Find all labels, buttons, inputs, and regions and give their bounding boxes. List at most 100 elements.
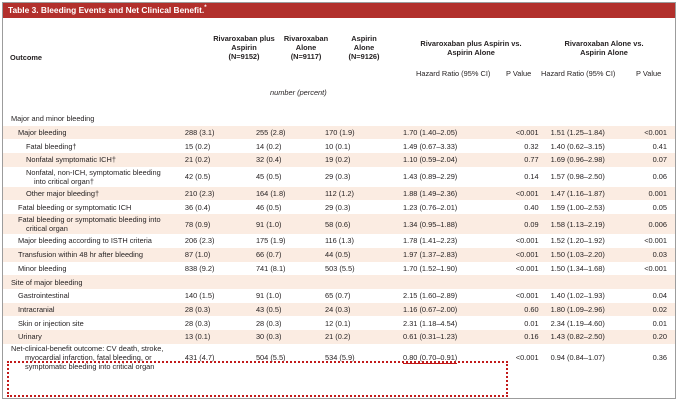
table-title: Table 3. Bleeding Events and Net Clinica…: [3, 3, 675, 18]
outcome-cell: Skin or injection site: [3, 316, 173, 330]
count-riva-aspirin-cell: 13 (0.1): [172, 329, 246, 344]
count-aspirin-alone: 503 (5.5): [324, 263, 355, 273]
outcome-cell: Fatal bleeding or symptomatic bleeding i…: [3, 214, 173, 235]
p-value-riva-aspirin: 0.14: [524, 172, 539, 182]
count-riva-alone-cell: 30 (0.3): [245, 329, 317, 344]
hazard-ratio-riva-alone-cell: [538, 275, 639, 289]
outcome-label: Fatal bleeding or symptomatic ICH: [18, 202, 132, 212]
units-label: number (percent): [270, 88, 327, 97]
hazard-ratio-riva-alone-cell: [539, 112, 639, 126]
p-value-riva-aspirin-cell: 0.60: [504, 302, 539, 317]
outcome-cell: Nonfatal, non-ICH, symptomatic bleeding i…: [3, 167, 173, 187]
p-value-riva-alone-cell: 0.001: [638, 186, 675, 201]
count-aspirin-alone: 24 (0.3): [324, 304, 351, 314]
count-aspirin-alone: 29 (0.3): [324, 172, 351, 182]
hazard-ratio-riva-aspirin-cell: 1.23 (0.76–2.01): [383, 200, 505, 214]
header-col2-line2: Alone: [295, 43, 317, 53]
hazard-ratio-riva-alone: 1.69 (0.96–2.98): [550, 155, 605, 165]
count-aspirin-alone-cell: 112 (1.2): [316, 186, 384, 201]
p-value-riva-aspirin-cell: 0.16: [504, 329, 539, 344]
p-value-riva-alone-cell: <0.001: [639, 262, 675, 276]
count-riva-alone: 175 (1.9): [255, 236, 286, 246]
hazard-ratio-riva-alone-cell: 0.94 (0.84–1.07): [539, 344, 639, 371]
hazard-ratio-riva-aspirin: 0.61 (0.31–1.23): [403, 332, 458, 342]
header-col1-line3: (N=9152): [228, 52, 260, 62]
header-col2-line1: Rivaroxaban: [283, 34, 329, 43]
count-riva-aspirin: 42 (0.5): [184, 172, 211, 182]
count-riva-alone-cell: [246, 112, 317, 126]
outcome-cell: Intracranial: [3, 302, 173, 317]
count-aspirin-alone-cell: [316, 275, 384, 289]
p-value-riva-alone-cell: 0.06: [639, 167, 675, 187]
count-riva-aspirin-cell: 36 (0.4): [173, 200, 246, 214]
p-value-riva-aspirin: <0.001: [515, 250, 539, 260]
p-value-riva-aspirin: 0.40: [524, 202, 539, 212]
table-row: Fatal bleeding† 15 (0.2) 14 (0.2) 10 (0.1) 1…: [3, 139, 675, 153]
p-value-riva-alone-cell: 0.20: [638, 329, 675, 344]
outcome-cell: Nonfatal symptomatic ICH†: [3, 153, 173, 167]
p-value-riva-aspirin-cell: [505, 112, 539, 126]
count-riva-alone: 255 (2.8): [255, 128, 286, 138]
count-riva-alone-cell: 741 (8.1): [246, 262, 317, 276]
p-value-riva-aspirin-cell: 0.40: [505, 200, 539, 214]
count-riva-aspirin-cell: 28 (0.3): [172, 302, 246, 317]
count-riva-alone: 30 (0.3): [255, 332, 282, 342]
count-aspirin-alone-cell: 116 (1.3): [317, 234, 383, 248]
outcome-label: myocardial infarction, fatal bleeding, o…: [25, 352, 152, 362]
hazard-ratio-riva-alone: 1.52 (1.20–1.92): [550, 236, 605, 246]
header-group2-line2: Aspirin Alone: [580, 48, 628, 58]
header-col1-line1: Rivaroxaban plus: [213, 34, 275, 43]
count-aspirin-alone-cell: 170 (1.9): [316, 125, 384, 140]
count-aspirin-alone-cell: 58 (0.6): [316, 214, 384, 235]
outcome-cell: Other major bleeding†: [3, 186, 173, 201]
hazard-ratio-riva-aspirin-cell: 1.43 (0.89–2.29): [383, 167, 505, 187]
p-value-riva-aspirin-cell: <0.001: [504, 186, 539, 201]
hazard-ratio-riva-alone-cell: 1.80 (1.09–2.96): [538, 302, 639, 317]
count-riva-alone: 741 (8.1): [255, 263, 286, 273]
hazard-ratio-riva-alone: 1.40 (0.62–3.15): [550, 141, 605, 151]
outcome-label: Major bleeding: [18, 128, 67, 138]
table-row: Major bleeding according to ISTH criteri…: [3, 234, 675, 248]
count-aspirin-alone: 58 (0.6): [324, 219, 351, 229]
count-riva-aspirin-cell: 21 (0.2): [172, 153, 246, 167]
count-aspirin-alone-cell: 29 (0.3): [317, 167, 383, 187]
p-value-riva-aspirin: 0.32: [524, 141, 539, 151]
table-row: Transfusion within 48 hr after bleeding 8…: [3, 247, 675, 262]
table-row: Fatal bleeding or symptomatic ICH 36 (0.4…: [3, 200, 675, 214]
hazard-ratio-riva-alone: 1.40 (1.02–1.93): [550, 291, 605, 301]
table-row: Major bleeding 288 (3.1) 255 (2.8) 170 (1.9…: [3, 125, 675, 140]
p-value-riva-alone: 0.006: [648, 219, 668, 229]
hazard-ratio-riva-alone-cell: 1.57 (0.98–2.50): [539, 167, 639, 187]
count-riva-aspirin: 36 (0.4): [184, 202, 211, 212]
p-value-riva-aspirin: 0.09: [524, 219, 539, 229]
count-riva-aspirin-cell: 206 (2.3): [173, 234, 246, 248]
count-riva-aspirin-cell: 78 (0.9): [172, 214, 246, 235]
header-group-riva-alone-vs-aspirin: Rivaroxaban Alone vs. Aspirin Alone: [540, 39, 668, 57]
p-value-riva-alone-cell: [639, 112, 675, 126]
outcome-label: Intracranial: [18, 304, 55, 314]
count-aspirin-alone: 116 (1.3): [324, 236, 355, 246]
p-value-riva-aspirin: 0.60: [524, 304, 539, 314]
count-aspirin-alone-cell: 24 (0.3): [316, 302, 384, 317]
header-col3-line1: Aspirin: [351, 34, 377, 43]
header-col3-line3: (N=9126): [348, 52, 380, 62]
hazard-ratio-riva-aspirin: 1.97 (1.37–2.83): [403, 250, 458, 260]
hazard-ratio-riva-alone: 1.58 (1.13–2.19): [550, 219, 605, 229]
outcome-cell: Major bleeding according to ISTH criteri…: [3, 234, 173, 248]
p-value-riva-alone-cell: 0.02: [638, 302, 675, 317]
hazard-ratio-riva-alone: 0.94 (0.84–1.07): [550, 352, 605, 362]
hazard-ratio-riva-aspirin-cell: 1.70 (1.40–2.05): [383, 125, 505, 140]
p-value-riva-aspirin: 0.01: [524, 318, 539, 328]
outcome-label: Minor bleeding: [18, 263, 67, 273]
count-aspirin-alone-cell: 12 (0.1): [317, 316, 383, 330]
p-value-riva-aspirin-cell: <0.001: [504, 247, 539, 262]
hazard-ratio-riva-alone-cell: 1.51 (1.25–1.84): [538, 125, 639, 140]
count-riva-alone: 504 (5.5): [255, 352, 286, 362]
outcome-cell: Net-clinical-benefit outcome: CV death, …: [3, 344, 173, 371]
p-value-riva-aspirin: <0.001: [515, 189, 539, 199]
hazard-ratio-riva-alone: 1.50 (1.34–1.68): [550, 263, 605, 273]
header-outcome: Outcome: [10, 53, 43, 62]
count-riva-alone-cell: 91 (1.0): [246, 289, 317, 303]
count-riva-aspirin: 28 (0.3): [184, 318, 211, 328]
table-row: Intracranial 28 (0.3) 43 (0.5) 24 (0.3) 1.16…: [3, 302, 675, 317]
